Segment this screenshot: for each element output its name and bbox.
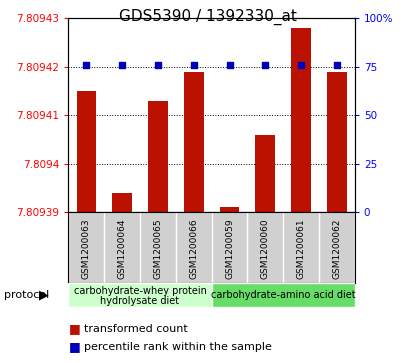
Text: carbohydrate-whey protein: carbohydrate-whey protein <box>73 286 207 297</box>
Point <box>155 62 161 68</box>
Text: ■: ■ <box>68 322 80 335</box>
Text: GDS5390 / 1392330_at: GDS5390 / 1392330_at <box>119 9 296 25</box>
Bar <box>184 72 204 212</box>
Text: carbohydrate-amino acid diet: carbohydrate-amino acid diet <box>211 290 356 300</box>
Bar <box>212 283 355 307</box>
Text: GSM1200060: GSM1200060 <box>261 218 270 279</box>
Point <box>298 62 305 68</box>
Text: ▶: ▶ <box>39 289 49 301</box>
Text: percentile rank within the sample: percentile rank within the sample <box>84 342 272 352</box>
Text: GSM1200066: GSM1200066 <box>189 218 198 279</box>
Bar <box>112 193 132 212</box>
Text: GSM1200062: GSM1200062 <box>332 218 342 278</box>
Bar <box>148 101 168 212</box>
Point <box>334 62 340 68</box>
Bar <box>291 28 311 212</box>
Text: protocol: protocol <box>4 290 49 300</box>
Bar <box>68 283 212 307</box>
Bar <box>256 135 275 212</box>
Text: GSM1200063: GSM1200063 <box>82 218 91 279</box>
Text: GSM1200065: GSM1200065 <box>154 218 162 279</box>
Text: GSM1200059: GSM1200059 <box>225 218 234 279</box>
Text: ■: ■ <box>68 340 80 353</box>
Bar <box>327 72 347 212</box>
Bar <box>220 208 239 212</box>
Point <box>190 62 197 68</box>
Point <box>83 62 90 68</box>
Point <box>226 62 233 68</box>
Bar <box>76 91 96 212</box>
Text: GSM1200064: GSM1200064 <box>118 218 127 278</box>
Point <box>119 62 125 68</box>
Point <box>262 62 269 68</box>
Text: transformed count: transformed count <box>84 323 188 334</box>
Text: hydrolysate diet: hydrolysate diet <box>100 296 180 306</box>
Text: GSM1200061: GSM1200061 <box>297 218 305 279</box>
